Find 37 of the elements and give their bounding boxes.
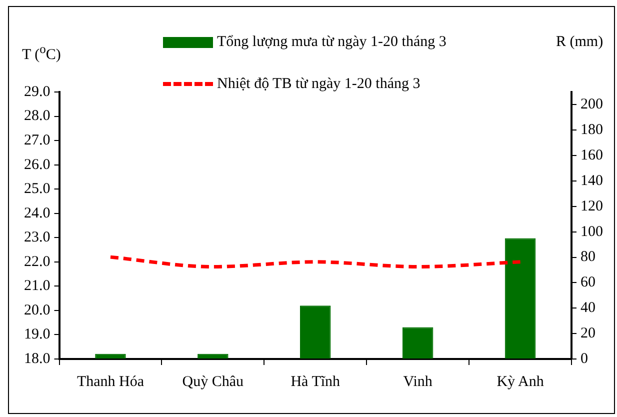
y2-tick-label: 200 — [580, 96, 603, 113]
y-tick-label: 28.0 — [24, 108, 50, 124]
x-tick-label: Hà Tĩnh — [290, 374, 341, 390]
y2-tick-label: 140 — [580, 172, 603, 189]
y2-tick-label: 180 — [580, 122, 603, 138]
y-tick-label: 19.0 — [24, 326, 50, 343]
y-tick-label: 26.0 — [24, 156, 50, 173]
legend-label: Nhiệt độ TB từ ngày 1-20 tháng 3 — [217, 76, 420, 92]
y-tick-label: 25.0 — [24, 181, 50, 198]
bar — [198, 354, 228, 358]
bar — [504, 238, 536, 358]
y2-axis-title: R (mm) — [556, 34, 604, 51]
y-tick-label: 23.0 — [24, 230, 50, 246]
y2-tick-label: 60 — [580, 274, 596, 291]
y-tick-label: 22.0 — [24, 254, 50, 270]
y2-tick-label: 0 — [580, 350, 588, 367]
y-tick-label: 21.0 — [24, 278, 50, 294]
y2-tick-label: 20 — [580, 326, 596, 342]
y2-tick-label: 160 — [580, 148, 603, 164]
y-tick-label: 24.0 — [24, 205, 50, 222]
x-tick-label: Kỳ Anh — [496, 374, 544, 390]
legend-label: Tổng lượng mưa từ ngày 1-20 tháng 3 — [217, 34, 446, 50]
y2-tick-label: 40 — [580, 300, 596, 316]
x-tick-label: Quỳ Châu — [182, 374, 244, 390]
y2-tick-label: 100 — [580, 224, 603, 240]
y2-tick-label: 120 — [580, 198, 603, 214]
y-tick-label: 18.0 — [24, 350, 50, 367]
y-tick-label: 27.0 — [24, 132, 50, 148]
y-axis-title: T ($^{o}$C) — [22, 42, 61, 64]
y-tick-label: 29.0 — [24, 84, 50, 100]
bar — [95, 354, 126, 358]
y2-tick-label: 80 — [580, 249, 596, 266]
x-tick-label: Thanh Hóa — [76, 374, 144, 390]
x-tick-label: Vinh — [403, 374, 433, 390]
y-tick-label: 20.0 — [24, 302, 50, 318]
bar — [402, 327, 434, 358]
bar — [300, 306, 331, 358]
